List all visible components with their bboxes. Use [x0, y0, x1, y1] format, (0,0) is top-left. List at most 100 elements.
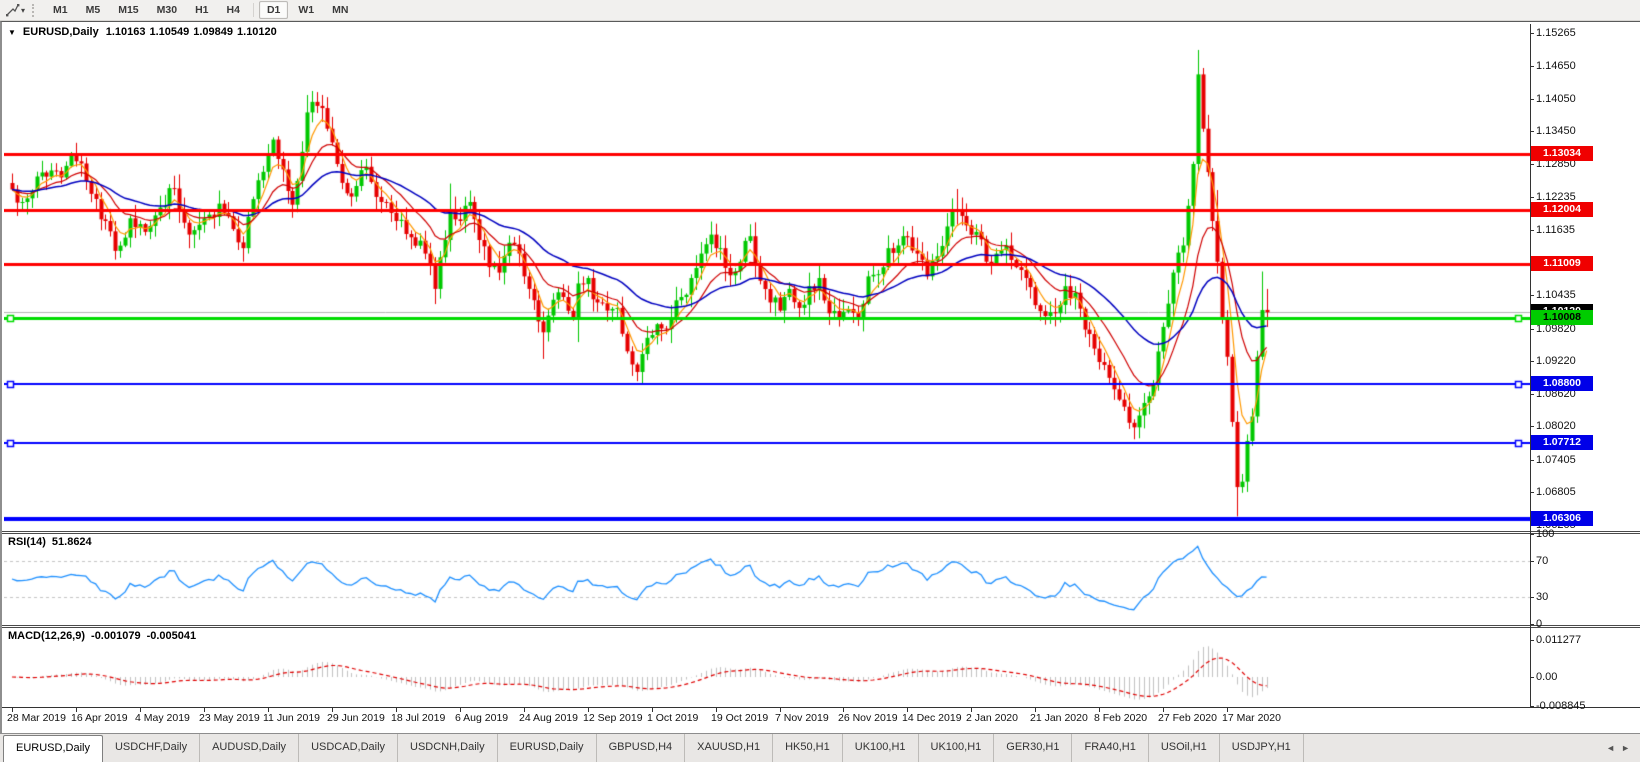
toolbar-grip-handle[interactable]	[32, 3, 37, 17]
price-axis-label: 1.12850	[1536, 158, 1576, 170]
time-axis-label: 1 Oct 2019	[647, 712, 699, 724]
time-axis-label: 11 Jun 2019	[263, 712, 321, 724]
price-axis-label: 1.14050	[1536, 93, 1576, 105]
price-axis-tick	[1530, 426, 1534, 427]
chart-header: ▼ EURUSD,Daily 1.10163 1.10549 1.09849 1…	[8, 26, 277, 38]
timeframe-button-m30[interactable]: M30	[156, 4, 178, 16]
price-badge: 1.11009	[1531, 256, 1593, 271]
time-axis-tick	[907, 708, 908, 712]
price-axis-tick	[1530, 394, 1534, 395]
timeframe-button-h1[interactable]: H1	[195, 4, 209, 16]
chart-tab-uk100-h1[interactable]: UK100,H1	[843, 734, 919, 762]
time-axis-label: 17 Mar 2020	[1222, 712, 1281, 724]
rsi-axis-label: 0	[1536, 618, 1543, 630]
macd-axis-tick	[1530, 677, 1534, 678]
chart-tab-bar: EURUSD,Daily USDCHF,Daily AUDUSD,Daily USDC…	[0, 733, 1640, 762]
price-axis-tick	[1530, 460, 1534, 461]
chart-tab-eurusd-daily[interactable]: EURUSD,Daily	[3, 735, 103, 762]
price-axis-label: 1.08020	[1536, 420, 1576, 432]
price-badge: 1.06306	[1531, 511, 1593, 526]
time-axis-tick	[1099, 708, 1100, 712]
timeframe-button-m1[interactable]: M1	[53, 4, 68, 16]
time-axis-tick	[971, 708, 972, 712]
time-axis-tick	[460, 708, 461, 712]
cursor-tool-icon[interactable]	[3, 2, 21, 18]
rsi-header: RSI(14) 51.8624	[8, 536, 92, 548]
timeframe-button-m5[interactable]: M5	[85, 4, 101, 16]
price-axis-tick	[1530, 99, 1534, 100]
price-axis-line	[1530, 24, 1531, 708]
price-axis-tick	[1530, 164, 1534, 165]
time-axis-tick	[1035, 708, 1036, 712]
macd-main-value: -0.001079	[91, 630, 141, 642]
timeframe-button-d1[interactable]: D1	[258, 1, 289, 19]
time-axis-label: 18 Jul 2019	[391, 712, 446, 724]
time-axis-label: 2 Jan 2020	[966, 712, 1018, 724]
price-axis-tick	[1530, 492, 1534, 493]
tab-scroll-right-button[interactable]: ►	[1621, 743, 1630, 753]
time-axis-tick	[268, 708, 269, 712]
chart-tab-audusd-daily[interactable]: AUDUSD,Daily	[200, 734, 300, 762]
time-axis-tick	[524, 708, 525, 712]
rsi-axis-tick	[1530, 597, 1534, 598]
chart-collapse-icon[interactable]: ▼	[8, 27, 16, 37]
macd-header: MACD(12,26,9) -0.001079 -0.005041	[8, 630, 196, 642]
price-axis-tick	[1530, 197, 1534, 198]
time-axis-line	[2, 707, 1640, 708]
price-axis-label: 1.15265	[1536, 27, 1576, 39]
timeframe-button-h4[interactable]: H4	[226, 4, 240, 16]
chart-tab-usdjpy-h1[interactable]: USDJPY,H1	[1220, 734, 1304, 762]
price-badge: 1.10008	[1531, 310, 1593, 325]
price-badge: 1.12004	[1531, 202, 1593, 217]
chart-tab-gbpusd-h4[interactable]: GBPUSD,H4	[597, 734, 686, 762]
panel-separator[interactable]	[2, 531, 1640, 534]
price-axis-label: 1.11635	[1536, 224, 1575, 236]
price-axis-label: 1.14650	[1536, 60, 1576, 72]
time-axis-tick	[12, 708, 13, 712]
macd-axis-label: -0.008845	[1536, 700, 1586, 712]
timeframe-button-m15[interactable]: M15	[118, 4, 139, 16]
chart-tab-eurusd-daily[interactable]: EURUSD,Daily	[498, 734, 597, 762]
time-axis-tick	[76, 708, 77, 712]
chart-tab-usdcnh-daily[interactable]: USDCNH,Daily	[398, 734, 498, 762]
toolbar-dropdown-arrow-icon[interactable]: ▾	[21, 5, 26, 15]
macd-panel-canvas[interactable]	[4, 628, 1530, 707]
price-axis-label: 1.09220	[1536, 355, 1576, 367]
tab-scroll-left-button[interactable]: ◄	[1606, 743, 1616, 753]
chart-tab-hk50-h1[interactable]: HK50,H1	[773, 734, 843, 762]
time-axis-label: 28 Mar 2019	[7, 712, 66, 724]
chart-tab-xauusd-h1[interactable]: XAUUSD,H1	[685, 734, 774, 762]
chart-tab-ger30-h1[interactable]: GER30,H1	[994, 734, 1073, 762]
rsi-axis-label: 30	[1536, 591, 1549, 603]
time-axis-label: 26 Nov 2019	[838, 712, 898, 724]
timeframe-button-mn[interactable]: MN	[332, 4, 349, 16]
time-axis-label: 6 Aug 2019	[455, 712, 509, 724]
price-axis-label: 1.12235	[1536, 191, 1576, 203]
chart-tab-usoil-h1[interactable]: USOil,H1	[1149, 734, 1220, 762]
time-axis-tick	[716, 708, 717, 712]
time-axis-tick	[780, 708, 781, 712]
time-axis-tick	[588, 708, 589, 712]
panel-separator[interactable]	[2, 625, 1640, 628]
price-axis-tick	[1530, 230, 1534, 231]
chart-tab-fra40-h1[interactable]: FRA40,H1	[1072, 734, 1149, 762]
timeframe-button-w1[interactable]: W1	[298, 4, 315, 16]
main-chart-canvas[interactable]	[4, 24, 1530, 531]
chart-tab-usdcad-daily[interactable]: USDCAD,Daily	[299, 734, 399, 762]
macd-axis-tick	[1530, 640, 1534, 641]
price-axis-label: 1.10435	[1536, 289, 1576, 301]
ohlc-low-value: 1.09849	[193, 26, 234, 38]
chart-symbol-label: EURUSD,Daily	[22, 26, 99, 38]
chart-tab-usdchf-daily[interactable]: USDCHF,Daily	[103, 734, 201, 762]
time-axis-label: 14 Dec 2019	[902, 712, 962, 724]
price-axis-tick	[1530, 295, 1534, 296]
chart-window: ▼ EURUSD,Daily 1.10163 1.10549 1.09849 1…	[0, 21, 1640, 733]
chart-tab-uk100-h1[interactable]: UK100,H1	[919, 734, 995, 762]
macd-axis-label: 0.011277	[1536, 634, 1582, 646]
time-axis-tick	[332, 708, 333, 712]
rsi-axis-label: 100	[1536, 528, 1555, 540]
macd-axis-label: 0.00	[1536, 671, 1558, 683]
time-axis-label: 29 Jun 2019	[327, 712, 385, 724]
time-axis-tick	[204, 708, 205, 712]
rsi-panel-canvas[interactable]	[4, 534, 1530, 625]
